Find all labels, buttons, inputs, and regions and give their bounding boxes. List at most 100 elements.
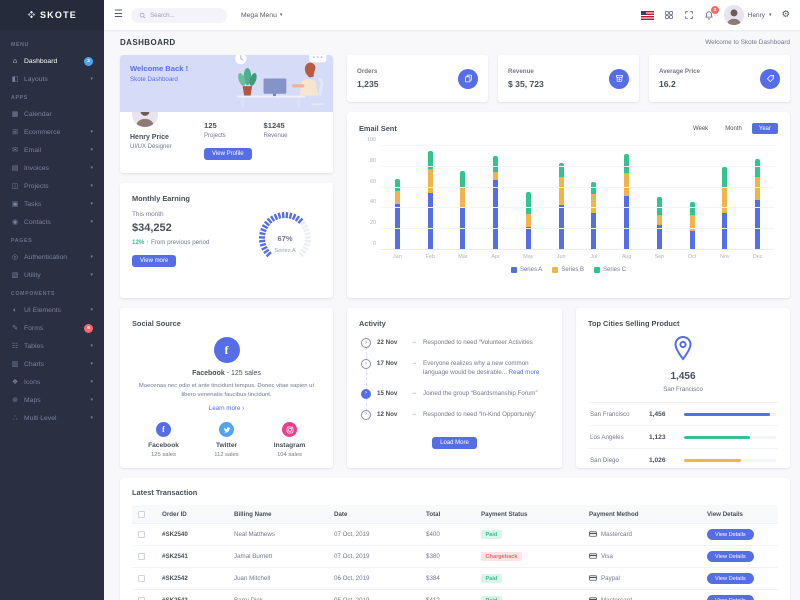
bar-group-feb — [414, 146, 447, 250]
table-row--sk2540: #SK2540 Neal Matthews 07 Oct, 2019 $400 Paid… — [132, 523, 778, 546]
bar-segment-series-a — [689, 231, 695, 250]
city-progress — [684, 435, 776, 439]
chart-period-year[interactable]: Year — [751, 123, 778, 134]
mega-menu-button[interactable]: Mega Menu ▾ — [241, 12, 282, 19]
view-details-button[interactable]: View Details — [707, 529, 754, 541]
row-checkbox-cell — [132, 567, 156, 590]
bar-group-aug — [610, 146, 643, 250]
apps-grid-icon[interactable] — [664, 10, 674, 20]
bar-segment-series-b — [493, 172, 499, 181]
sidebar-item-layouts[interactable]: ◧ Layouts ▾ — [0, 70, 104, 88]
bar-segment-series-a — [427, 192, 433, 250]
top-city-name: San Francisco — [663, 386, 703, 393]
row-checkbox[interactable] — [138, 553, 145, 561]
view-more-button[interactable]: View more — [132, 255, 177, 267]
bar-segment-series-b — [394, 190, 400, 205]
bar-segment-series-c — [558, 162, 564, 178]
envelope-icon: ✉ — [12, 147, 18, 154]
city-row-los-angeles: Los Angeles 1,123 — [588, 425, 778, 448]
learn-more-link[interactable]: Learn more › — [208, 405, 245, 413]
chart-period-month[interactable]: Month — [718, 123, 749, 134]
sidebar-item-dashboard[interactable]: ⌂ Dashboard 3 — [0, 52, 104, 70]
sidebar-item-multi-level[interactable]: ∴ Multi Level ▾ — [0, 409, 104, 427]
search-box[interactable] — [130, 6, 227, 24]
sidebar-item-ui-elements[interactable]: ◐ UI Elements ▾ — [0, 301, 104, 319]
brand-logo[interactable]: SKOTE — [0, 0, 104, 30]
profile-stat-label: Revenue — [263, 132, 288, 139]
sidebar-section-label: MENU — [11, 42, 30, 48]
settings-gear-icon[interactable]: ⚙ — [781, 9, 790, 21]
view-details-button[interactable]: View Details — [707, 573, 754, 585]
sidebar-item-invoices[interactable]: ▤ Invoices ▾ — [0, 159, 104, 177]
sidebar-item-email[interactable]: ✉ Email ▾ — [0, 141, 104, 159]
read-more-link[interactable]: Read more — [508, 369, 540, 377]
top-city-value: 1,456 — [670, 371, 696, 382]
profile-stat-revenue: $1245 Revenue — [264, 121, 324, 139]
search-input[interactable] — [149, 11, 219, 19]
row-checkbox[interactable] — [138, 531, 145, 539]
credit-card-icon — [589, 552, 597, 561]
x-tick-label: Oct — [687, 254, 697, 260]
view-profile-button[interactable]: View Profile — [204, 147, 252, 160]
archive-icon — [609, 68, 629, 89]
bar-segment-series-b — [427, 168, 433, 193]
sidebar-item-calendar[interactable]: ▦ Calendar — [0, 105, 104, 123]
profile-stat-label: Projects — [204, 132, 226, 139]
sidebar-item-maps[interactable]: ⊚ Maps ▾ — [0, 391, 104, 409]
status-cell: Paid — [475, 567, 583, 590]
stat-label: Revenue — [508, 68, 534, 75]
gridline — [381, 186, 774, 188]
sidebar-item-utility[interactable]: ▧ Utility ▾ — [0, 266, 104, 284]
sidebar-item-icons[interactable]: ❖ Icons ▾ — [0, 373, 104, 391]
file-icon: ▧ — [11, 272, 19, 279]
user-menu[interactable]: Henry ▾ — [723, 5, 771, 25]
sidebar-item-projects[interactable]: ◫ Projects ▾ — [0, 177, 104, 195]
sidebar-item-contacts[interactable]: ◉ Contacts ▾ — [0, 213, 104, 231]
row-checkbox[interactable] — [138, 575, 145, 583]
y-tick-label: 60 — [370, 178, 376, 185]
sidebar-item-label: Forms — [24, 324, 44, 332]
activity-item: › 17 Nov → Everyone realizes why a new comm… — [359, 359, 550, 378]
column-header-billing-name: Billing Name — [228, 505, 328, 524]
sidebar-item-authentication[interactable]: ◎ Authentication ▾ — [0, 248, 104, 266]
notifications-bell-icon[interactable]: 3 — [704, 5, 719, 21]
sidebar-item-ecommerce[interactable]: ⊞ Ecommerce ▾ — [0, 123, 104, 141]
social-source-title: Social Source — [132, 319, 181, 328]
timeline-dot-icon: › — [361, 409, 371, 420]
timeline-dot-icon: › — [361, 338, 371, 348]
map-pin-icon — [588, 335, 778, 366]
social-name: Instagram — [273, 442, 306, 450]
social-item-twitter[interactable]: Twitter 112 sales — [195, 422, 258, 458]
social-headline: Facebook - 125 sales — [192, 370, 261, 377]
fullscreen-icon[interactable] — [684, 10, 694, 20]
city-progress-fill — [684, 458, 742, 462]
row-checkbox[interactable] — [138, 597, 145, 600]
view-details-button[interactable]: View Details — [707, 551, 754, 563]
table-row--sk2543: #SK2543Barry Dick05 Oct, 2019$412 Paid Mas… — [132, 589, 778, 600]
bar-segment-series-b — [656, 214, 662, 226]
chevron-right-icon: › — [242, 405, 245, 413]
user-circle-icon: ◎ — [11, 254, 19, 261]
column-header-payment-method: Payment Method — [583, 505, 701, 524]
chart-period-week[interactable]: Week — [686, 123, 715, 134]
email-sent-plot: 0 20 40 60 80 100 — [367, 137, 774, 250]
city-row-san-diego: San Diego 1,026 — [588, 448, 778, 471]
view-details-button[interactable]: View Details — [707, 595, 754, 600]
select-all-checkbox[interactable] — [138, 510, 145, 518]
social-item-instagram[interactable]: Instagram 104 sales — [258, 422, 321, 458]
search-icon — [139, 6, 146, 24]
total-cell: $400 — [420, 523, 475, 546]
x-tick-label: Feb — [425, 254, 435, 260]
sidebar-item-tasks[interactable]: ▣ Tasks ▾ — [0, 195, 104, 213]
arrow-up-icon: ↑ — [146, 239, 150, 246]
sidebar-item-charts[interactable]: ▥ Charts ▾ — [0, 355, 104, 373]
social-item-facebook[interactable]: f Facebook 125 sales — [132, 422, 195, 458]
language-flag-us[interactable] — [640, 10, 654, 20]
load-more-button[interactable]: Load More — [432, 436, 477, 449]
chevron-down-icon: ▾ — [90, 129, 93, 135]
menu-toggle-icon[interactable]: ☰ — [114, 9, 123, 20]
sidebar-item-tables[interactable]: ☷ Tables ▾ — [0, 337, 104, 355]
sidebar-item-forms[interactable]: ✎ Forms 6 — [0, 319, 104, 337]
pencil-icon: ✎ — [12, 325, 18, 332]
svg-text:67%: 67% — [277, 234, 292, 243]
